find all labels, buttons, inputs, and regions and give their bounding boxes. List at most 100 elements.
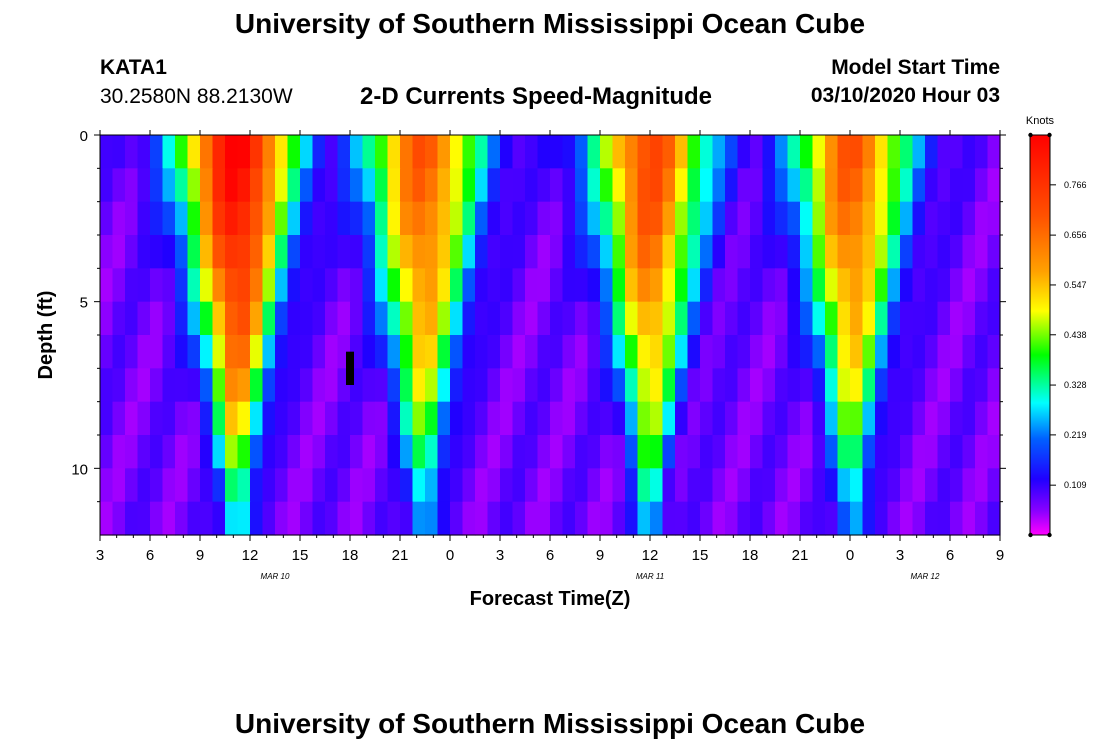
heatmap-cell: [262, 235, 276, 269]
heatmap-cell: [350, 168, 364, 203]
heatmap-cell: [612, 335, 626, 369]
heatmap-cell: [562, 335, 576, 369]
heatmap-cell: [850, 335, 864, 369]
heatmap-cell: [887, 135, 901, 169]
heatmap-cell: [275, 135, 289, 169]
colorbar-corner-dot: [1047, 532, 1052, 538]
heatmap-cell: [387, 235, 401, 269]
heatmap-cell: [912, 201, 926, 236]
heatmap-cell: [200, 435, 214, 469]
x-tick-label: 6: [546, 547, 554, 564]
heatmap-cell: [612, 168, 626, 203]
heatmap-cell: [912, 468, 926, 503]
heatmap-cell: [100, 168, 114, 203]
heatmap-cell: [487, 468, 501, 503]
heatmap-cell: [187, 468, 201, 503]
heatmap-cell: [650, 268, 664, 303]
heatmap-cell: [225, 401, 239, 436]
heatmap-cell: [687, 268, 701, 303]
colorbar-tick-label: 0.109: [1064, 480, 1087, 490]
heatmap-cell: [125, 335, 139, 369]
heatmap-cell: [675, 435, 689, 469]
heatmap-cell: [962, 335, 976, 369]
heatmap-cell: [987, 435, 1001, 469]
heatmap-cell: [450, 401, 464, 436]
date-label: MAR 11: [636, 572, 664, 581]
heatmap-cell: [887, 268, 901, 303]
heatmap-cell: [450, 335, 464, 369]
heatmap-cell: [562, 501, 576, 536]
heatmap-cell: [725, 435, 739, 469]
heatmap-cell: [887, 401, 901, 436]
heatmap-cell: [300, 235, 314, 269]
heatmap-cell: [437, 235, 451, 269]
heatmap-cell: [837, 401, 851, 436]
heatmap-cell: [662, 201, 676, 236]
heatmap-cell: [887, 335, 901, 369]
colorbar-tick-label: 0.328: [1064, 380, 1087, 390]
heatmap-cell: [275, 235, 289, 269]
heatmap-cell: [325, 435, 339, 469]
missing-data-cells: [346, 351, 354, 385]
heatmap-cell: [887, 368, 901, 403]
heatmap-cell: [450, 301, 464, 336]
heatmap-cell: [175, 335, 189, 369]
heatmap-cell: [987, 301, 1001, 336]
heatmap-cell: [475, 501, 489, 536]
heatmap-cell: [687, 368, 701, 403]
heatmap-cell: [925, 401, 939, 436]
heatmap-cell: [300, 135, 314, 169]
x-tick-label: 0: [846, 547, 854, 564]
heatmap-cell: [137, 501, 151, 536]
heatmap-cell: [137, 168, 151, 203]
heatmap-cell: [937, 201, 951, 236]
heatmap-cell: [575, 168, 589, 203]
heatmap-cell: [800, 468, 814, 503]
heatmap-cell: [362, 335, 376, 369]
heatmap-cell: [100, 235, 114, 269]
heatmap-cell: [825, 135, 839, 169]
heatmap-cell: [312, 268, 326, 303]
heatmap-cell: [700, 435, 714, 469]
heatmap-cell: [587, 135, 601, 169]
colorbar-tick-label: 0.656: [1064, 230, 1087, 240]
heatmap-cell: [100, 501, 114, 536]
heatmap-cell: [600, 235, 614, 269]
heatmap-cell: [712, 501, 726, 536]
heatmap-cell: [800, 368, 814, 403]
heatmap-cell: [850, 135, 864, 169]
heatmap-cell: [112, 468, 126, 503]
heatmap-cell: [125, 301, 139, 336]
heatmap-cell: [200, 468, 214, 503]
heatmap-cell: [312, 435, 326, 469]
colorbar-corner-dot: [1047, 132, 1052, 138]
heatmap-cell: [462, 235, 476, 269]
heatmap-cell: [712, 201, 726, 236]
heatmap-cell: [725, 268, 739, 303]
heatmap-cell: [137, 335, 151, 369]
model-start-datetime: 03/10/2020 Hour 03: [810, 84, 1000, 107]
colorbar-gradient: [1029, 134, 1051, 536]
heatmap-cell: [787, 201, 801, 236]
heatmap-cell: [625, 335, 639, 369]
heatmap-cell: [675, 235, 689, 269]
plot-title: 2-D Currents Speed-Magnitude: [360, 83, 713, 110]
heatmap-cell: [162, 268, 176, 303]
heatmap-cell: [112, 501, 126, 536]
heatmap-cell: [187, 301, 201, 336]
heatmap-cell: [275, 301, 289, 336]
heatmap-cell: [137, 401, 151, 436]
heatmap-cell: [925, 235, 939, 269]
heatmap-cell: [787, 268, 801, 303]
heatmap-cell: [987, 201, 1001, 236]
heatmap-cell: [250, 501, 264, 536]
heatmap-cell: [175, 268, 189, 303]
heatmap-cell: [475, 335, 489, 369]
heatmap-cell: [625, 235, 639, 269]
station-coordinates: 30.2580N 88.2130W: [100, 85, 293, 108]
heatmap-cell: [900, 468, 914, 503]
heatmap-cell: [237, 468, 251, 503]
heatmap-cell: [362, 235, 376, 269]
heatmap-cell: [787, 135, 801, 169]
heatmap-cell: [712, 268, 726, 303]
